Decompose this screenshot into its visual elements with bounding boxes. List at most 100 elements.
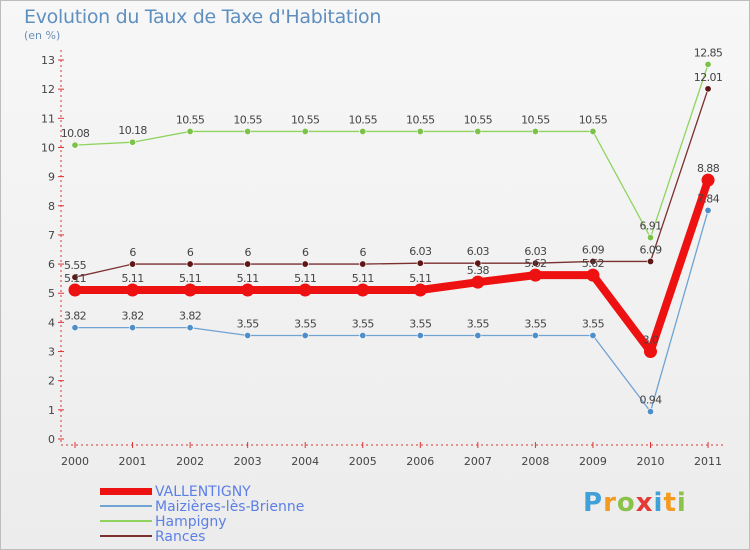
data-label: 10.55 xyxy=(233,113,262,126)
x-tick-label: 2003 xyxy=(234,455,262,468)
data-label: 10.55 xyxy=(521,113,550,126)
chart-subtitle: (en %) xyxy=(24,29,61,42)
legend-label: VALLENTIGNY xyxy=(155,484,251,500)
data-point xyxy=(474,332,482,340)
series-line-maizi-res-l-s-brienne xyxy=(75,210,709,413)
data-label: 5.11 xyxy=(409,272,431,285)
legend-swatch xyxy=(100,487,152,495)
data-label: 3.0 xyxy=(643,334,659,347)
logo-letter: i xyxy=(676,488,687,518)
y-tick-label: 10 xyxy=(41,141,55,154)
legend-swatch xyxy=(100,535,152,537)
data-point xyxy=(71,273,79,281)
data-point xyxy=(416,332,424,340)
logo-letter: r xyxy=(603,488,617,518)
y-tick-label: 0 xyxy=(48,433,55,446)
data-point xyxy=(704,60,712,68)
data-point xyxy=(301,332,309,340)
y-tick-label: 4 xyxy=(48,316,55,329)
data-label: 5.11 xyxy=(122,272,144,285)
data-point xyxy=(186,324,194,332)
x-tick-label: 2011 xyxy=(694,455,722,468)
y-tick-label: 8 xyxy=(48,200,55,213)
data-label: 5.11 xyxy=(64,272,86,285)
data-label: 12.01 xyxy=(694,71,723,84)
data-point xyxy=(413,283,427,297)
data-point xyxy=(704,206,712,214)
data-label: 6.09 xyxy=(582,243,605,256)
data-label: 3.55 xyxy=(294,318,317,331)
data-point xyxy=(701,173,715,187)
series-line-vallentigny xyxy=(75,178,712,356)
y-tick-label: 12 xyxy=(41,83,55,96)
data-point xyxy=(241,283,255,297)
data-label: 10.55 xyxy=(579,113,608,126)
logo-letter: x xyxy=(635,488,654,518)
data-label: 10.55 xyxy=(291,113,320,126)
x-tick-label: 2004 xyxy=(291,455,319,468)
data-point xyxy=(129,324,137,332)
data-label: 6.91 xyxy=(639,220,661,233)
data-point xyxy=(646,234,654,242)
y-tick-label: 2 xyxy=(48,375,55,388)
logo-letter: t xyxy=(663,488,677,518)
data-point xyxy=(589,332,597,340)
data-point xyxy=(186,127,194,135)
proxiti-logo: Proxiti xyxy=(583,488,687,518)
data-point xyxy=(589,127,597,135)
legend-label: Rances xyxy=(155,529,206,545)
x-tick-label: 2009 xyxy=(579,455,607,468)
data-label: 5.62 xyxy=(524,257,546,270)
series-line-rances xyxy=(74,88,709,278)
data-label: 6 xyxy=(244,246,251,259)
data-point xyxy=(416,127,424,135)
logo-letter: P xyxy=(583,488,604,518)
x-tick-label: 2010 xyxy=(637,455,665,468)
data-label: 10.18 xyxy=(118,124,147,137)
data-point xyxy=(531,259,539,267)
data-label: 6.09 xyxy=(639,243,662,256)
data-point xyxy=(359,260,367,268)
data-point xyxy=(471,275,485,289)
data-point xyxy=(129,138,137,146)
data-label: 8.88 xyxy=(697,162,720,175)
data-point xyxy=(71,324,79,332)
data-point xyxy=(186,260,194,268)
data-point xyxy=(68,283,82,297)
data-point xyxy=(301,127,309,135)
legend-label: Hampigny xyxy=(155,514,227,530)
series-line-hampigny xyxy=(74,64,709,239)
data-point xyxy=(359,332,367,340)
data-point xyxy=(416,259,424,267)
data-label: 5.62 xyxy=(582,257,604,270)
data-label: 5.11 xyxy=(352,272,374,285)
data-label: 7.84 xyxy=(697,192,720,205)
y-tick-label: 9 xyxy=(48,171,55,184)
data-label: 10.55 xyxy=(176,113,205,126)
data-label: 6.03 xyxy=(524,245,547,258)
data-point xyxy=(244,260,252,268)
data-point xyxy=(244,127,252,135)
y-tick-label: 3 xyxy=(48,346,55,359)
x-tick-label: 2001 xyxy=(119,455,147,468)
data-point xyxy=(356,283,370,297)
data-label: 5.38 xyxy=(467,264,490,277)
data-point xyxy=(298,283,312,297)
data-label: 0.94 xyxy=(639,394,662,407)
data-point xyxy=(528,268,542,282)
chart-title: Evolution du Taux de Taxe d'Habitation xyxy=(24,6,382,28)
data-point xyxy=(646,408,654,416)
x-tick-label: 2007 xyxy=(464,455,492,468)
data-label: 12.85 xyxy=(694,46,723,59)
y-tick-label: 6 xyxy=(48,258,55,271)
data-point xyxy=(586,268,600,282)
data-label: 3.55 xyxy=(237,318,260,331)
data-label: 3.55 xyxy=(352,318,375,331)
data-label: 6 xyxy=(302,246,309,259)
data-point xyxy=(71,141,79,149)
y-tick-label: 7 xyxy=(48,229,55,242)
x-tick-label: 2006 xyxy=(406,455,434,468)
data-label: 3.82 xyxy=(122,310,144,323)
data-label: 10.55 xyxy=(349,113,378,126)
